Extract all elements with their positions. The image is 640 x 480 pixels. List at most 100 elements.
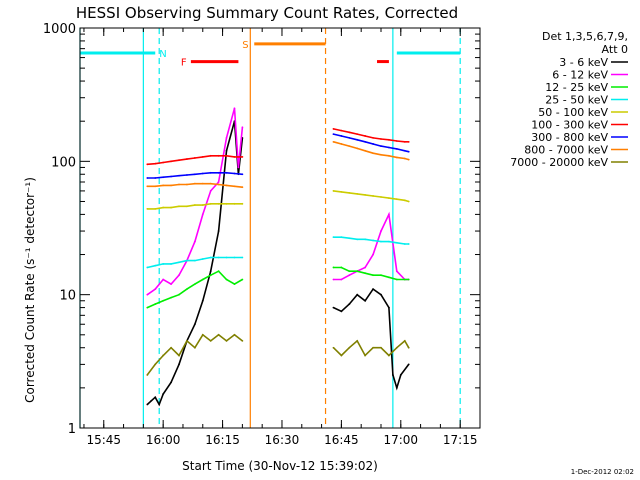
data-point (356, 270, 359, 273)
data-point (217, 183, 220, 186)
data-point (233, 333, 236, 336)
legend-entry-label: 50 - 100 keV (538, 106, 608, 119)
data-point (170, 283, 172, 286)
series-line-25-50keV (147, 256, 243, 269)
data-point (403, 278, 406, 281)
data-point (395, 140, 398, 142)
data-point (146, 306, 149, 309)
data-point (388, 276, 390, 279)
data-point (217, 171, 220, 174)
chart-title: HESSI Observing Summary Count Rates, Cor… (76, 4, 458, 22)
data-point (372, 143, 374, 145)
data-point (332, 128, 335, 130)
data-point (395, 156, 398, 159)
data-point (399, 374, 402, 376)
data-point (356, 133, 359, 136)
data-point (201, 204, 204, 206)
data-point (225, 171, 228, 174)
data-point (356, 293, 359, 296)
data-point (340, 278, 343, 281)
data-point (158, 403, 161, 406)
data-point (225, 202, 228, 205)
data-point (356, 340, 359, 342)
data-point (146, 266, 149, 269)
data-point (146, 293, 149, 296)
data-point (209, 274, 212, 277)
data-point (403, 140, 406, 143)
data-point (146, 374, 149, 376)
data-point (186, 205, 188, 208)
data-point (395, 278, 398, 281)
data-point (372, 152, 374, 155)
data-point (356, 138, 359, 141)
data-point (395, 147, 398, 150)
data-point (348, 274, 351, 277)
data-point (154, 288, 157, 291)
data-point (170, 175, 172, 178)
data-point (217, 230, 220, 232)
data-point (348, 131, 351, 134)
data-point (209, 340, 212, 342)
data-point (186, 174, 188, 176)
data-point (186, 340, 188, 342)
data-point (340, 143, 343, 145)
data-point (364, 194, 367, 196)
data-point (364, 135, 367, 137)
data-point (241, 173, 244, 176)
data-point (170, 296, 172, 299)
data-point (162, 393, 165, 395)
data-point (170, 346, 172, 349)
data-point (348, 145, 351, 148)
data-point (403, 243, 406, 245)
data-point (407, 278, 410, 281)
data-point (178, 159, 180, 162)
data-point (217, 181, 220, 183)
data-point (403, 149, 406, 152)
data-point (146, 185, 149, 188)
data-point (193, 283, 196, 286)
data-point (364, 238, 367, 241)
flag-label-N: N (159, 49, 166, 60)
data-point (170, 160, 172, 163)
data-point (201, 182, 204, 185)
legend-entry-label: 6 - 12 keV (552, 69, 608, 82)
data-point (356, 147, 359, 150)
data-point (395, 386, 398, 389)
data-point (162, 299, 165, 302)
data-point (217, 333, 220, 336)
data-point (388, 197, 390, 199)
data-point (395, 346, 398, 349)
x-tick-label: 16:15 (205, 433, 240, 447)
data-point (241, 126, 244, 129)
x-tick-label: 15:45 (86, 433, 121, 447)
data-point (407, 140, 410, 143)
data-point (403, 157, 406, 160)
data-point (332, 346, 335, 349)
data-point (193, 173, 196, 176)
data-point (146, 177, 149, 179)
legend-header-line1: Det 1,3,5,6,7,9, (542, 30, 628, 43)
data-point (332, 140, 335, 143)
data-point (388, 354, 390, 357)
x-tick-label: 16:30 (265, 433, 300, 447)
data-point (388, 138, 390, 141)
data-point (178, 183, 180, 186)
data-point (162, 263, 165, 265)
y-tick-label: 1 (68, 422, 76, 437)
data-point (178, 261, 180, 264)
data-point (209, 182, 212, 185)
data-point (380, 274, 382, 277)
data-point (372, 253, 374, 256)
data-point (364, 140, 367, 143)
data-point (241, 186, 244, 189)
legend-entry-label: 12 - 25 keV (545, 81, 608, 94)
data-point (209, 270, 212, 273)
x-tick-label: 17:00 (383, 433, 418, 447)
data-point (217, 154, 220, 157)
data-point (146, 163, 149, 166)
data-point (380, 145, 382, 148)
x-tick-label: 16:00 (146, 433, 181, 447)
data-point (154, 363, 157, 366)
